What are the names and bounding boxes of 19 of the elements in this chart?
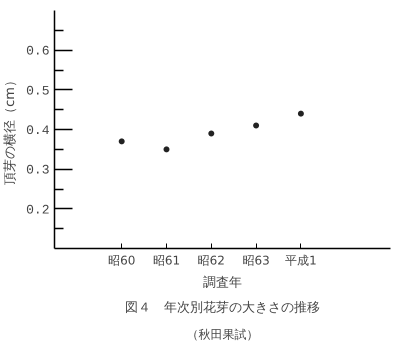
text: 図４ 年次別花芽の大きさの推移 (125, 300, 320, 316)
y-tick-label: 0.5 (26, 83, 50, 98)
point (118, 138, 125, 144)
y-tick-label: 0.4 (26, 123, 50, 138)
text: （秋田果試） (186, 328, 258, 342)
point (298, 110, 304, 117)
x-tick-label: 平成1 (285, 254, 317, 268)
x-tick-label: 昭63 (242, 254, 270, 268)
x-tick-label: 昭60 (108, 254, 136, 268)
x-tick-label: 昭62 (198, 254, 225, 268)
y-tick-label: 0.3 (26, 162, 50, 178)
point (164, 146, 170, 152)
point (253, 122, 260, 129)
y-axis-title: 頂芽の横径（cm） (3, 74, 18, 185)
y-tick-label: 0.2 (26, 202, 50, 218)
y-tick-label: 0.6 (26, 44, 50, 59)
x-axis-title: 調査年 (203, 276, 242, 290)
point (208, 130, 214, 136)
x-tick-label: 昭61 (152, 254, 180, 268)
